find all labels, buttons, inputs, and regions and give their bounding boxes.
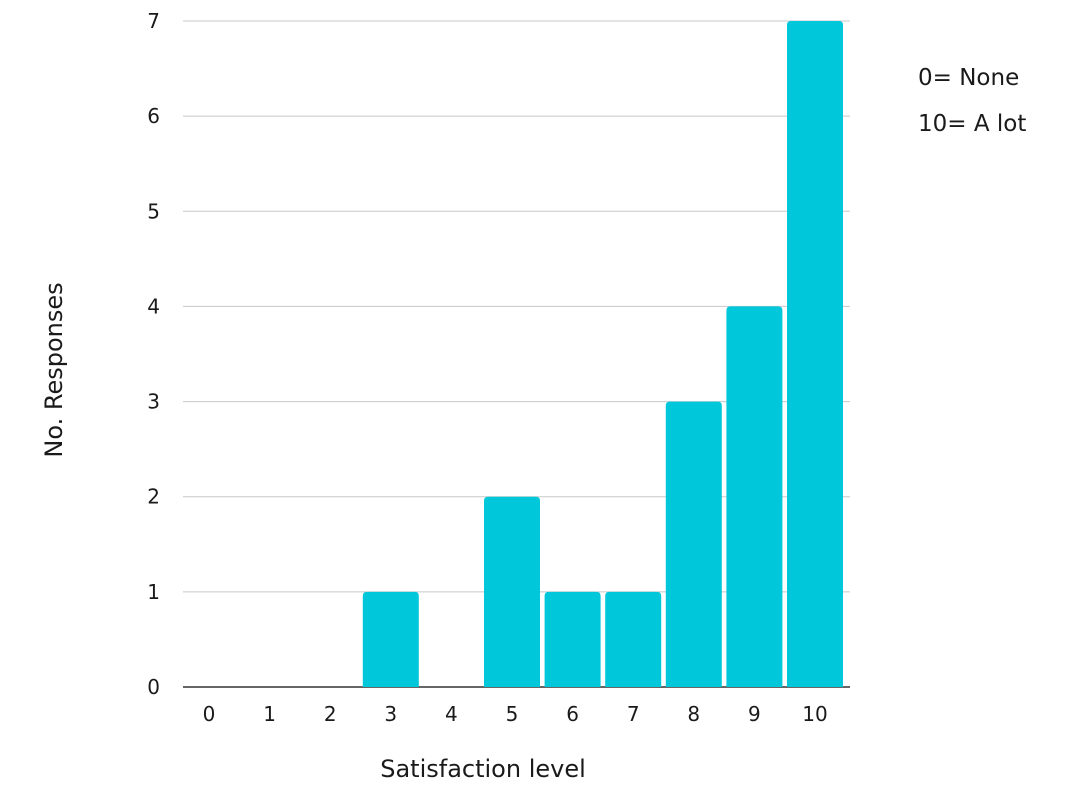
y-tick-label: 6 (147, 104, 160, 128)
x-tick-label: 3 (384, 702, 397, 726)
annotation-scale-max: 10= A lot (918, 111, 1026, 137)
x-tick-label: 6 (566, 702, 579, 726)
gridlines (183, 20, 850, 688)
y-tick-label: 2 (147, 485, 160, 509)
bar-6 (544, 591, 601, 687)
y-axis-title: No. Responses (40, 282, 68, 457)
x-tick-labels: 0 1 2 3 4 5 6 7 8 9 10 (203, 702, 828, 726)
x-tick-label: 7 (627, 702, 640, 726)
y-tick-label: 1 (147, 580, 160, 604)
y-tick-labels: 0 1 2 3 4 5 6 7 (147, 9, 160, 699)
x-tick-label: 0 (203, 702, 216, 726)
y-tick-label: 4 (147, 294, 160, 318)
x-tick-label: 8 (687, 702, 700, 726)
bars (362, 21, 843, 687)
bar-5 (484, 496, 540, 687)
y-tick-label: 0 (147, 675, 160, 699)
bar-7 (605, 591, 662, 687)
x-tick-label: 2 (324, 702, 337, 726)
bar-9 (726, 306, 783, 687)
x-tick-label: 1 (263, 702, 276, 726)
x-tick-label: 5 (506, 702, 519, 726)
y-tick-label: 5 (147, 199, 160, 223)
bar-8 (665, 401, 722, 687)
bar-3 (362, 591, 419, 687)
bar-10 (787, 21, 843, 687)
y-tick-label: 7 (147, 9, 160, 33)
x-tick-label: 9 (748, 702, 761, 726)
x-tick-label: 4 (445, 702, 458, 726)
annotation-scale-min: 0= None (918, 65, 1019, 91)
x-axis-title: Satisfaction level (380, 755, 586, 783)
y-tick-label: 3 (147, 390, 160, 414)
x-tick-label: 10 (802, 702, 827, 726)
